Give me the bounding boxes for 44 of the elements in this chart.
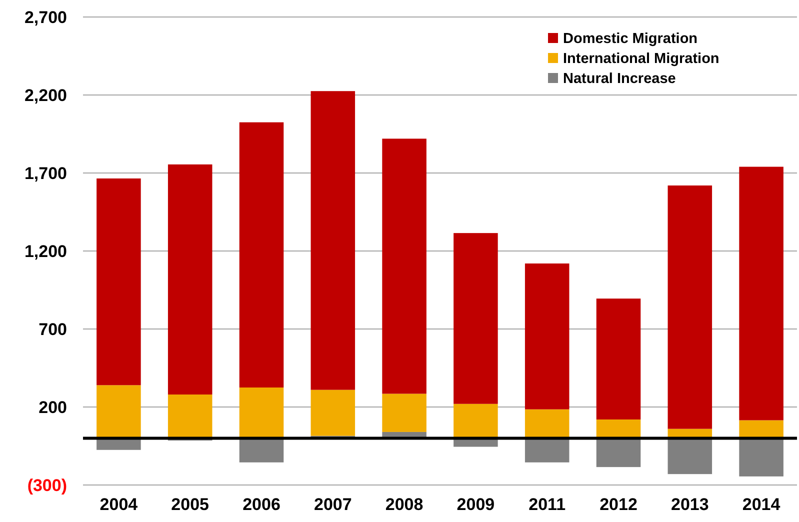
bar — [239, 388, 284, 438]
bar — [454, 233, 498, 404]
bar — [310, 91, 356, 390]
legend-label: Natural Increase — [563, 71, 676, 88]
bar — [668, 438, 712, 474]
y-tick-label: 2,700 — [24, 8, 67, 27]
bar — [168, 164, 212, 395]
bar — [668, 185, 712, 429]
bar — [239, 122, 284, 388]
x-tick-label: 2011 — [528, 495, 566, 514]
y-tick-label: 1,700 — [24, 164, 67, 183]
bar — [382, 138, 426, 394]
bar — [739, 438, 784, 476]
bar — [524, 409, 570, 438]
y-tick-label: (300) — [27, 476, 67, 495]
legend-label: Domestic Migration — [563, 31, 698, 48]
bar — [310, 390, 356, 436]
x-tick-label: 2004 — [100, 495, 138, 514]
legend-label: International Migration — [563, 51, 720, 68]
x-tick-label: 2008 — [385, 495, 424, 514]
bar — [524, 263, 570, 410]
bar — [454, 404, 498, 438]
y-tick-label: 1,200 — [24, 242, 67, 261]
x-tick-label: 2005 — [171, 495, 210, 514]
bar — [596, 298, 641, 420]
bar — [524, 438, 570, 462]
x-tick-label: 2013 — [670, 495, 709, 514]
x-tick-label: 2007 — [314, 495, 352, 514]
y-tick-label: 2,200 — [24, 86, 67, 105]
bar — [96, 178, 141, 386]
bar — [739, 166, 784, 420]
bar — [168, 394, 212, 438]
x-tick-label: 2014 — [742, 495, 781, 514]
bar — [382, 394, 426, 432]
bar — [596, 419, 641, 438]
y-tick-label: 700 — [38, 320, 67, 339]
bar — [596, 438, 641, 468]
y-tick-label: 200 — [38, 398, 67, 417]
bar — [239, 438, 284, 462]
x-tick-label: 2009 — [456, 495, 495, 514]
x-tick-label: 2012 — [600, 495, 638, 514]
bar — [739, 420, 784, 438]
x-tick-label: 2006 — [242, 495, 280, 514]
bar — [96, 385, 141, 438]
